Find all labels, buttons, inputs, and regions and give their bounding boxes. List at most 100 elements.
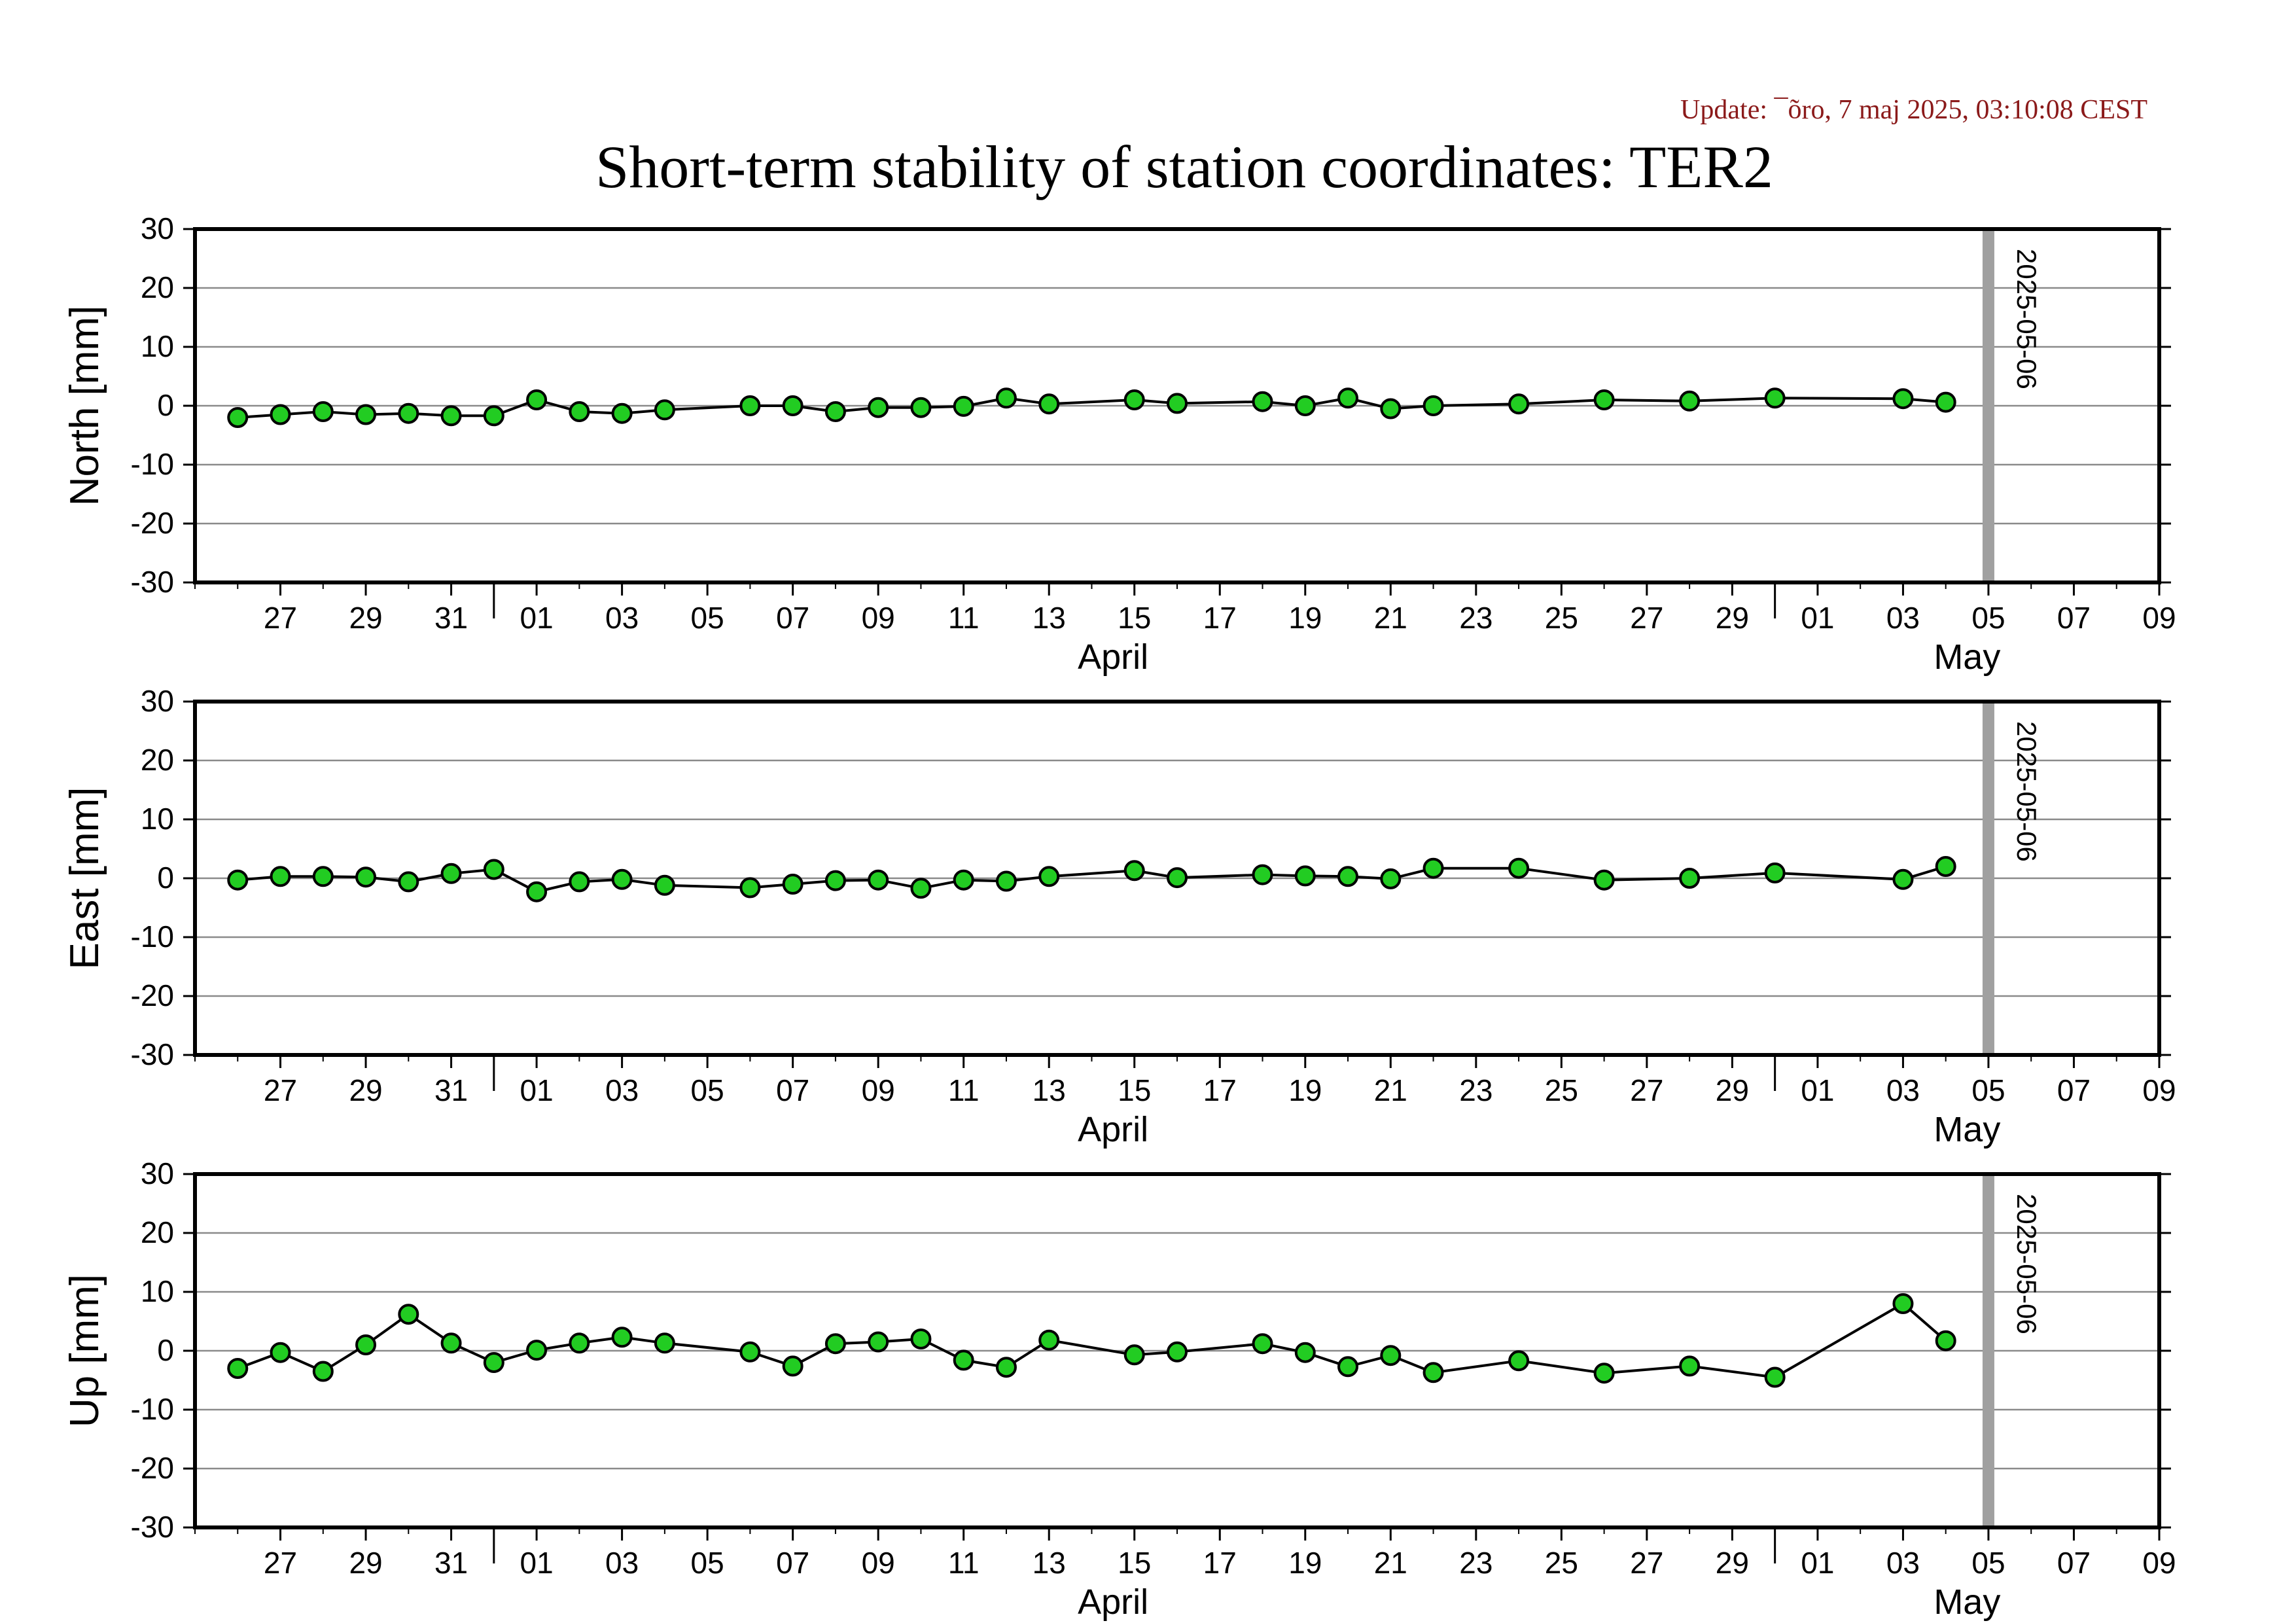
data-point bbox=[611, 1327, 633, 1348]
data-point bbox=[1167, 393, 1188, 414]
data-point bbox=[1294, 865, 1316, 887]
data-point bbox=[270, 404, 291, 425]
data-point bbox=[1764, 862, 1786, 883]
x-tick-label: 25 bbox=[1545, 1073, 1578, 1107]
y-tick-label: -10 bbox=[131, 1392, 174, 1426]
marker-date-label: 2025-05-06 bbox=[2011, 721, 2042, 862]
y-tick-label: -10 bbox=[131, 919, 174, 954]
x-tick-label: 13 bbox=[1033, 601, 1066, 635]
panel-east: 2025-05-06 30 20 10 0 -10 -20 -30 East [mm] 27 29 3… bbox=[62, 684, 2176, 1149]
data-point bbox=[227, 407, 249, 428]
data-point bbox=[739, 395, 761, 416]
data-point bbox=[1593, 389, 1615, 410]
panel-north: 2025-05-06 30 20 10 0 -10 -20 -30 North [mm] 27 29… bbox=[62, 211, 2176, 677]
x-tick-label: 07 bbox=[2057, 1073, 2091, 1107]
y-tick-label: 20 bbox=[141, 270, 174, 304]
x-tick-label: 13 bbox=[1033, 1073, 1066, 1107]
data-point bbox=[398, 871, 419, 893]
data-point bbox=[868, 397, 889, 418]
x-tick-label: 19 bbox=[1288, 1073, 1322, 1107]
data-point bbox=[1038, 866, 1060, 887]
y-tick-label: -20 bbox=[131, 1451, 174, 1485]
x-tick-label: 05 bbox=[1971, 1073, 2005, 1107]
chart-title: Short-term stability of station coordina… bbox=[595, 134, 1773, 200]
data-point bbox=[1508, 1350, 1530, 1372]
y-tick-label: -20 bbox=[131, 978, 174, 1012]
x-tick-label: 05 bbox=[1971, 601, 2005, 635]
data-point bbox=[611, 868, 633, 890]
data-point bbox=[995, 387, 1017, 409]
data-point bbox=[1337, 387, 1359, 409]
data-point bbox=[1935, 856, 1956, 877]
x-tick-label: 29 bbox=[349, 1073, 382, 1107]
data-point bbox=[1294, 1342, 1316, 1363]
data-point bbox=[440, 863, 462, 884]
x-tick-label: 29 bbox=[1716, 601, 1749, 635]
y-tick-label: -30 bbox=[131, 1510, 174, 1544]
x-tick-label: 27 bbox=[264, 1546, 297, 1580]
data-point bbox=[1294, 395, 1316, 416]
data-point bbox=[1508, 393, 1530, 415]
panel-up: 2025-05-06 30 20 10 0 -10 -20 -30 Up [mm] 27 29 31 0… bbox=[62, 1156, 2176, 1622]
data-point bbox=[868, 1331, 889, 1353]
data-point bbox=[526, 881, 548, 902]
x-tick-label: 07 bbox=[2057, 1546, 2091, 1580]
data-point bbox=[739, 877, 761, 899]
y-tick-label: 0 bbox=[157, 1333, 174, 1367]
data-point bbox=[526, 389, 548, 410]
y-tick-label: 30 bbox=[141, 684, 174, 718]
data-point bbox=[1380, 1345, 1402, 1366]
x-tick-label: 09 bbox=[862, 1073, 895, 1107]
x-tick-label: 03 bbox=[605, 601, 639, 635]
x-tick-label: 03 bbox=[1886, 1073, 1920, 1107]
x-tick-label: 21 bbox=[1374, 601, 1407, 635]
data-point bbox=[953, 395, 974, 417]
data-point bbox=[1038, 1329, 1060, 1351]
x-tick-label: 27 bbox=[264, 1073, 297, 1107]
month-label: April bbox=[1078, 1110, 1148, 1149]
y-tick-label: 10 bbox=[141, 329, 174, 363]
data-point bbox=[1679, 868, 1701, 889]
data-point bbox=[953, 1349, 974, 1371]
data-point bbox=[654, 1332, 675, 1354]
data-point bbox=[1679, 1355, 1701, 1377]
x-tick-label: 01 bbox=[520, 601, 554, 635]
data-point bbox=[824, 870, 846, 891]
x-tick-label: 29 bbox=[1716, 1073, 1749, 1107]
y-tick-label: -10 bbox=[131, 447, 174, 481]
data-point bbox=[312, 866, 334, 887]
x-tick-label: 09 bbox=[2142, 601, 2176, 635]
data-point bbox=[227, 1358, 249, 1379]
data-point bbox=[1380, 398, 1402, 419]
x-tick-label: 01 bbox=[520, 1073, 554, 1107]
data-point bbox=[995, 1357, 1017, 1378]
x-tick-label: 01 bbox=[1801, 1546, 1834, 1580]
data-point bbox=[1252, 391, 1273, 412]
y-tick-label: 20 bbox=[141, 1215, 174, 1249]
x-tick-label: 29 bbox=[1716, 1546, 1749, 1580]
marker-date-label: 2025-05-06 bbox=[2011, 249, 2042, 389]
x-tick-label: 07 bbox=[2057, 601, 2091, 635]
x-tick-label: 29 bbox=[349, 1546, 382, 1580]
data-point bbox=[1167, 1341, 1188, 1363]
data-point bbox=[483, 1352, 504, 1373]
x-tick-label: 23 bbox=[1459, 1546, 1492, 1580]
data-point bbox=[739, 1341, 761, 1363]
y-axis-label: North [mm] bbox=[62, 306, 107, 507]
data-point bbox=[611, 402, 633, 424]
x-tick-label: 05 bbox=[691, 601, 724, 635]
data-point bbox=[654, 874, 675, 896]
y-tick-label: 10 bbox=[141, 802, 174, 836]
y-axis-label: East [mm] bbox=[62, 787, 107, 969]
data-point bbox=[1038, 393, 1060, 415]
y-tick-label: 30 bbox=[141, 1156, 174, 1190]
x-tick-label: 05 bbox=[1971, 1546, 2005, 1580]
y-tick-label: -20 bbox=[131, 506, 174, 540]
data-point bbox=[1764, 1366, 1786, 1388]
x-tick-label: 31 bbox=[434, 601, 468, 635]
x-tick-label: 09 bbox=[2142, 1546, 2176, 1580]
y-tick-label: 30 bbox=[141, 211, 174, 245]
data-point bbox=[1380, 868, 1402, 889]
chart-panels: 2025-05-06 30 20 10 0 -10 -20 -30 North [mm] 27 29… bbox=[62, 211, 2176, 1622]
